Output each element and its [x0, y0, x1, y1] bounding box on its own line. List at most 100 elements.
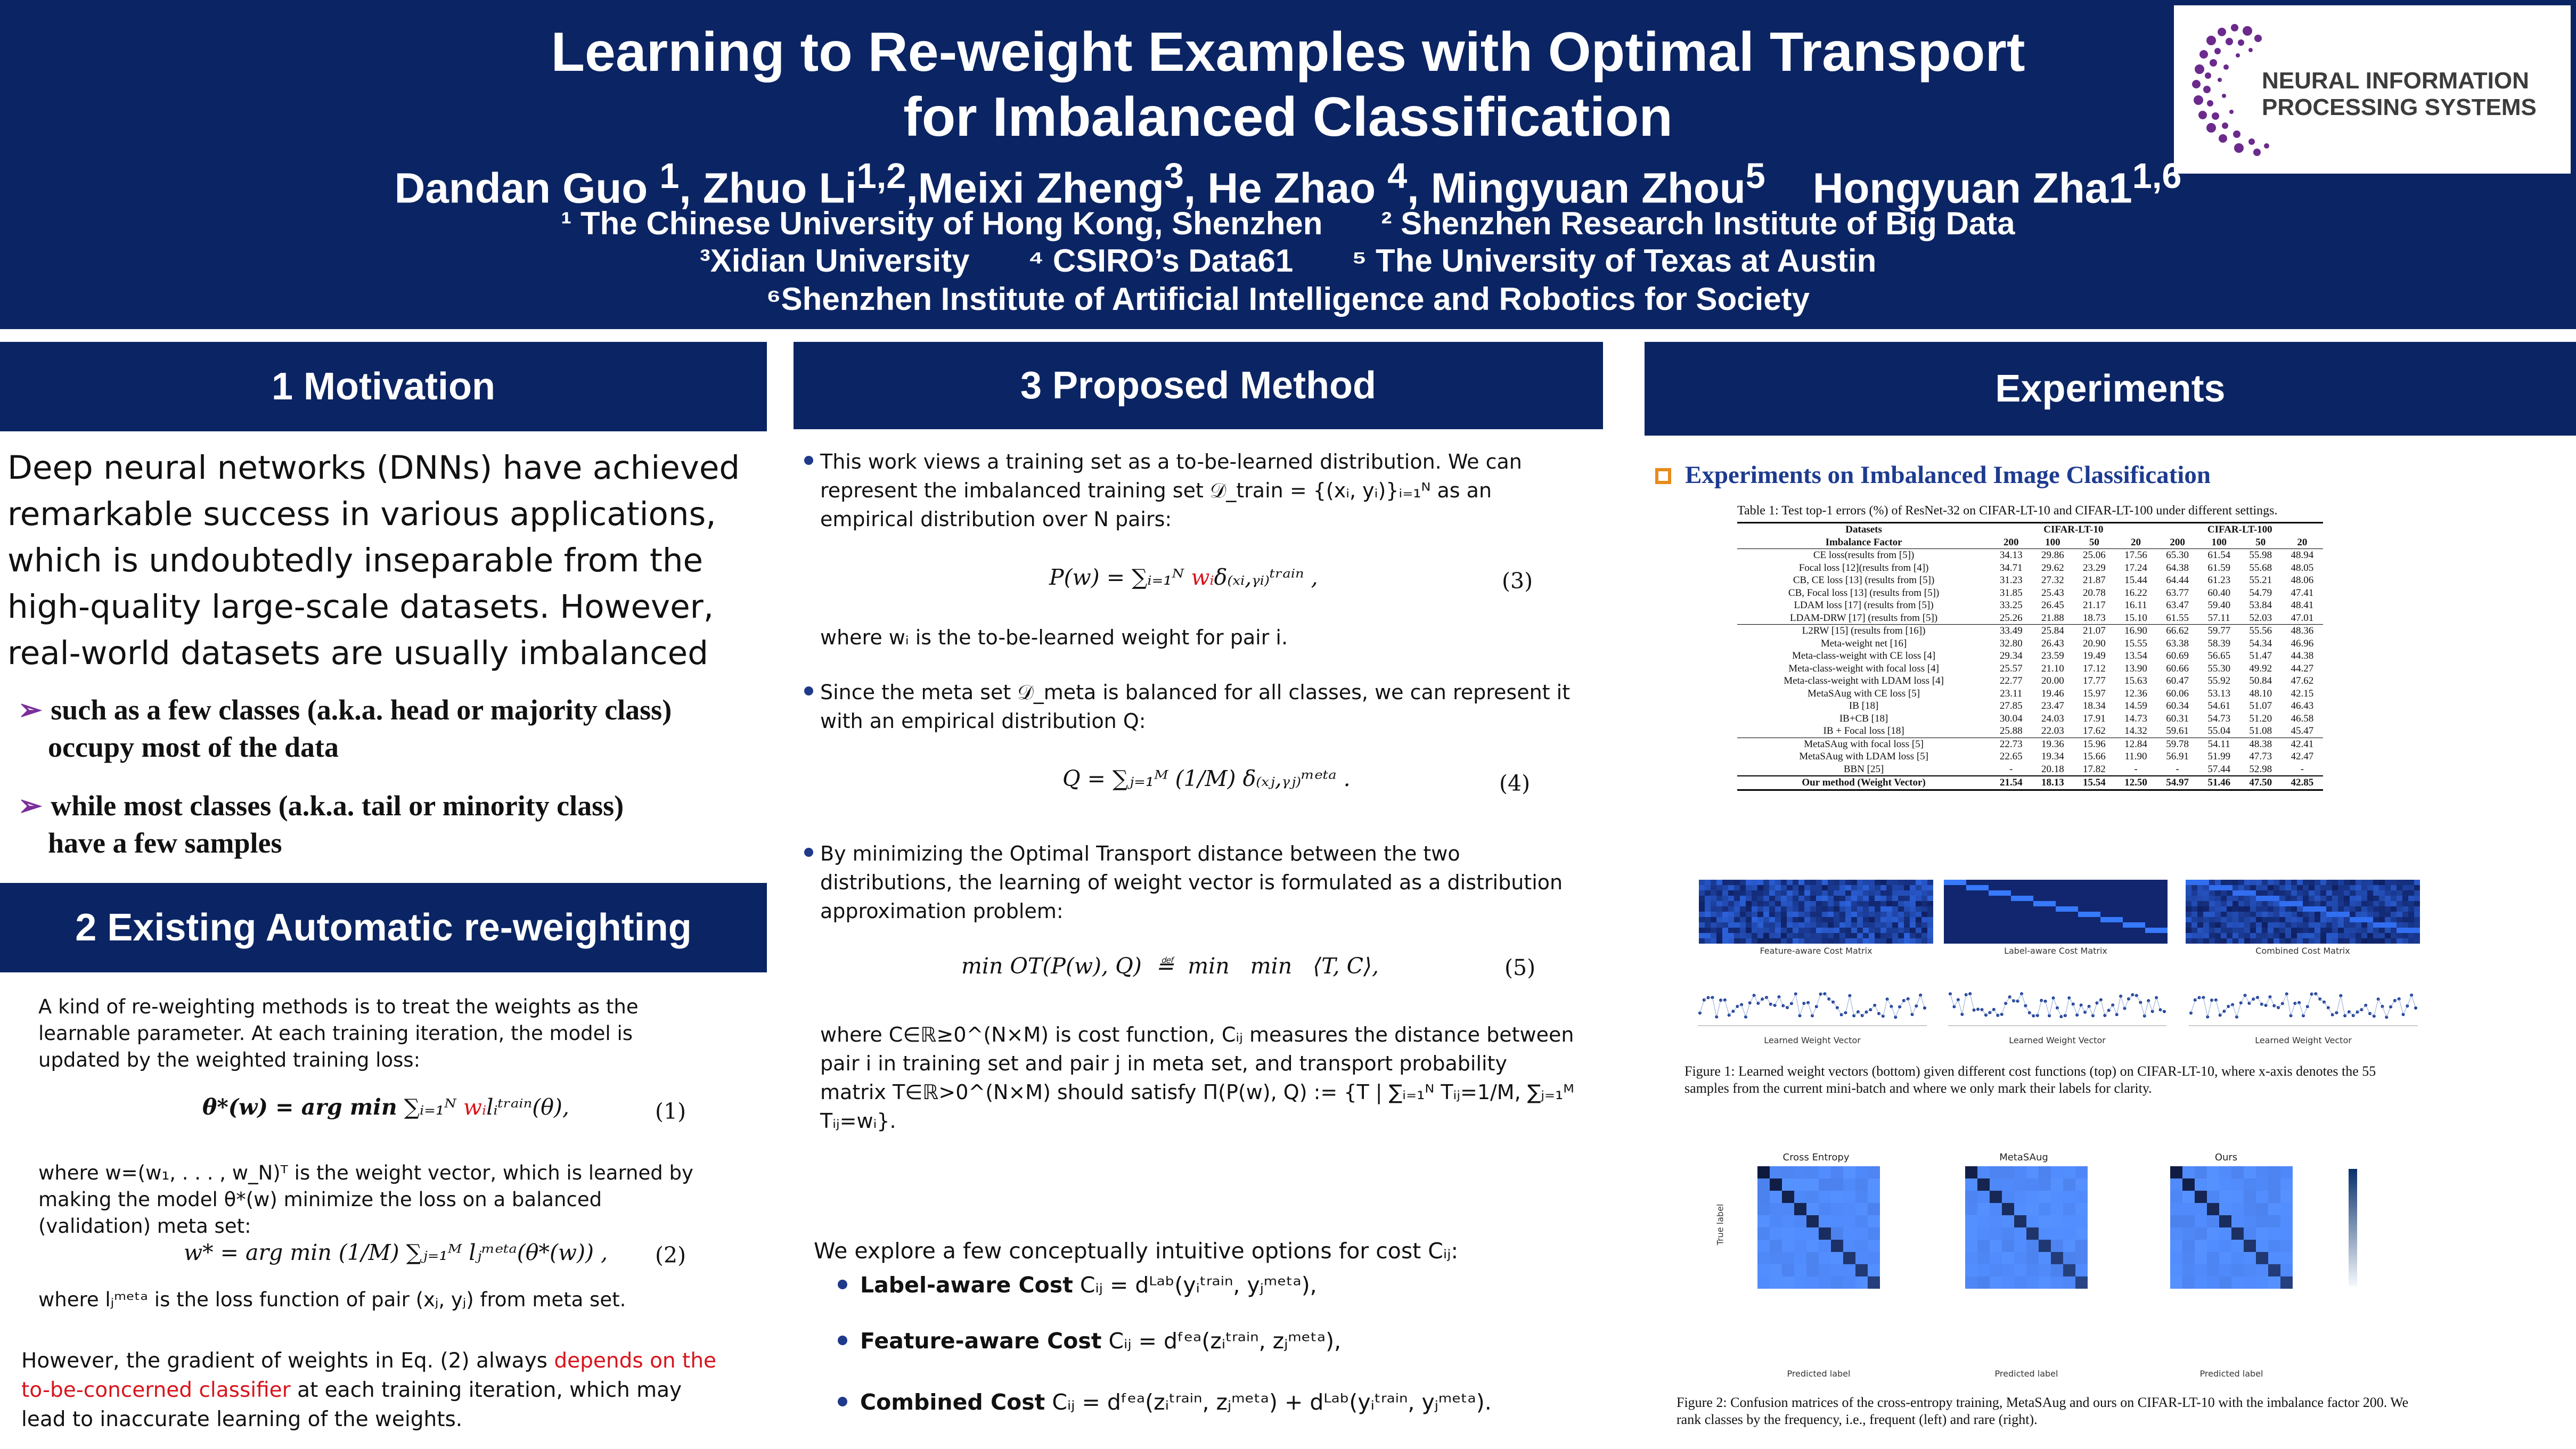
- heatmap-cell: [2089, 885, 2095, 891]
- confusion-cell: [2256, 1191, 2268, 1203]
- confusion-cell: [1806, 1264, 1819, 1276]
- heatmap-cell: [1711, 906, 1717, 912]
- heatmap-cell: [2033, 901, 2039, 907]
- confusion-cell: [2268, 1166, 2280, 1178]
- heatmap-cell: [2238, 890, 2245, 896]
- heatmap-cell: [1863, 901, 1869, 907]
- table-row-label: Our method (Weight Vector): [1737, 775, 1991, 791]
- heatmap-cell: [1763, 885, 1770, 891]
- heatmap-cell: [1949, 880, 1956, 886]
- confusion-cell: [1831, 1240, 1843, 1252]
- heatmap-cell: [2100, 906, 2106, 912]
- confusion-cell: [2244, 1252, 2256, 1264]
- heatmap-cell: [2279, 922, 2286, 928]
- heatmap-cell: [2186, 917, 2192, 923]
- heatmap-cell: [2123, 933, 2129, 939]
- heatmap-cell: [1798, 938, 1805, 944]
- heatmap-cell: [2279, 917, 2286, 923]
- heatmap-cell: [2162, 901, 2168, 907]
- heatmap-cell: [2215, 890, 2221, 896]
- confusion-cell: [1806, 1166, 1819, 1178]
- table-cell: 29.34: [1999, 650, 2023, 661]
- heatmap-cell: [1880, 912, 1887, 918]
- heatmap-cell: [1875, 933, 1881, 939]
- heatmap-cell: [2011, 890, 2017, 896]
- heatmap-cell: [2197, 885, 2204, 891]
- heatmap-cell: [2123, 880, 2129, 886]
- confusion-cell: [2219, 1166, 2231, 1178]
- heatmap-cell: [2244, 928, 2251, 934]
- confusion-cell: [2195, 1240, 2207, 1252]
- heatmap-cell: [1769, 938, 1776, 944]
- table-cell: 23.29: [2083, 562, 2106, 574]
- figure-1-caption: Figure 1: Learned weight vectors (bottom…: [1684, 1063, 2376, 1096]
- confusion-cell: [2207, 1276, 2219, 1289]
- confusion-matrix-metasaug: [1965, 1166, 2088, 1289]
- heatmap-cell: [2000, 938, 2006, 944]
- confusion-cell: [2063, 1276, 2075, 1289]
- heatmap-cell: [2072, 901, 2079, 907]
- heatmap-cell: [1892, 890, 1899, 896]
- table-cell: 17.24: [2124, 562, 2147, 574]
- confusion-cell: [1806, 1215, 1819, 1227]
- confusion-cell: [1855, 1166, 1868, 1178]
- heatmap-cell: [2016, 928, 2023, 934]
- heatmap-cell: [2408, 880, 2415, 886]
- heatmap-cell: [1916, 906, 1922, 912]
- plot-segment: [2270, 996, 2275, 1006]
- table-cell: 51.99: [2207, 751, 2231, 762]
- confusion-cell: [2231, 1191, 2244, 1203]
- plot-point: [2264, 1003, 2268, 1007]
- confusion-cell: [1868, 1166, 1880, 1178]
- heatmap-cell: [2215, 922, 2221, 928]
- heatmap-cell: [1944, 917, 1950, 923]
- heatmap-cell: [1927, 938, 1933, 944]
- heatmap-cell: [2373, 938, 2379, 944]
- heatmap-cell: [1983, 896, 1989, 902]
- heatmap-cell: [1728, 912, 1735, 918]
- heatmap-cell: [1810, 922, 1817, 928]
- heatmap-cell: [1921, 912, 1928, 918]
- heatmap-cell: [2285, 885, 2292, 891]
- heatmap-cell: [1875, 885, 1881, 891]
- table-cell: 33.25: [1999, 600, 2023, 611]
- table-cell: 48.94: [2291, 550, 2314, 561]
- table-row-label: CB, CE loss [13] (results from [5]): [1793, 575, 1935, 586]
- heatmap-cell: [2011, 880, 2017, 886]
- confusion-cell: [2026, 1191, 2039, 1203]
- plot-segment: [1716, 1000, 1721, 1017]
- heatmap-cell: [1769, 885, 1776, 891]
- plot-segment: [1920, 995, 1925, 1009]
- confusion-cell: [1855, 1264, 1868, 1276]
- heatmap-cell: [2209, 880, 2215, 886]
- heatmap-cell: [2291, 885, 2297, 891]
- heatmap-cell: [2320, 880, 2327, 886]
- section-heading-experiments: Experiments: [1645, 342, 2576, 436]
- heatmap-cell: [2221, 938, 2227, 944]
- heatmap-cell: [2197, 890, 2204, 896]
- heatmap-cell: [2303, 901, 2309, 907]
- confusion-cell: [1977, 1166, 1990, 1178]
- heatmap-cell: [1972, 885, 1978, 891]
- table-cell: 55.92: [2207, 675, 2231, 686]
- table-cell: 44.38: [2291, 650, 2314, 661]
- heatmap-cell: [2373, 885, 2379, 891]
- heatmap-cell: [2027, 896, 2034, 902]
- author-name: Dandan Guo: [394, 164, 660, 212]
- heatmap-cell: [1927, 880, 1933, 886]
- confusion-cell: [2280, 1240, 2293, 1252]
- plot-point: [2280, 1002, 2284, 1005]
- heatmap-cell: [2067, 906, 2073, 912]
- plot-segment: [2049, 998, 2054, 1016]
- heatmap-cell: [1977, 912, 1983, 918]
- heatmap-cell: [1989, 896, 1994, 902]
- heatmap-cell: [2344, 890, 2350, 896]
- heatmap-cell: [1972, 880, 1978, 886]
- heatmap-cell: [2000, 928, 2006, 934]
- heatmap-cell: [1898, 933, 1904, 939]
- table-cell: 19.34: [2041, 751, 2064, 762]
- confusion-cell: [2051, 1240, 2063, 1252]
- heatmap-cell: [2285, 880, 2292, 886]
- heatmap-cell: [1910, 922, 1916, 928]
- heatmap-cell: [1994, 880, 2000, 886]
